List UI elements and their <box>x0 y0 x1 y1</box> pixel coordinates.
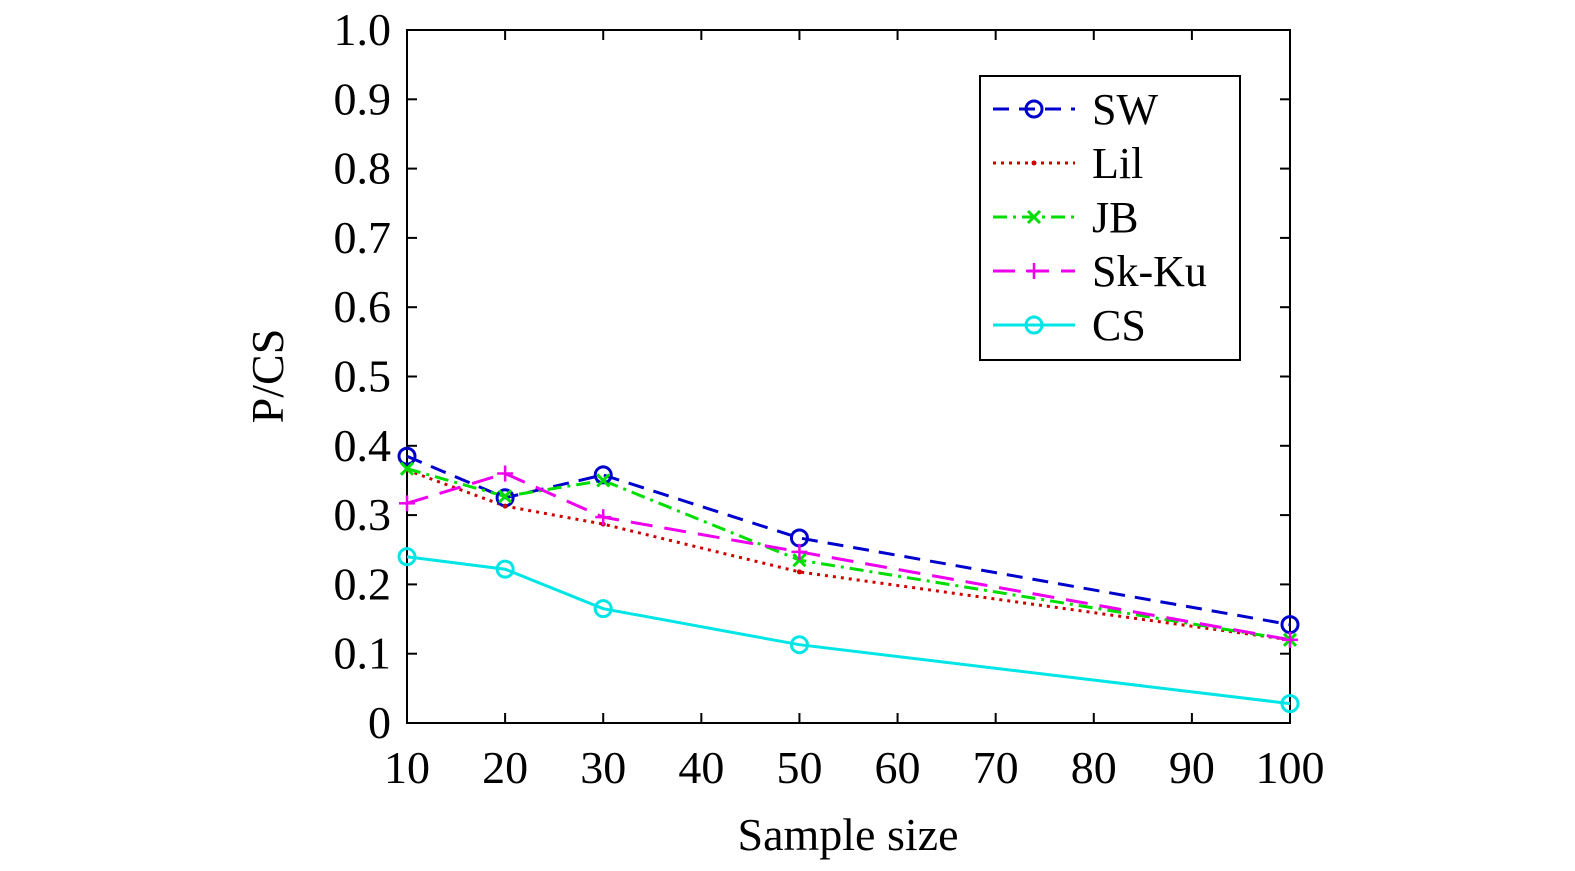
legend-label-jb: JB <box>1092 193 1138 242</box>
point-sk-ku-50 <box>791 543 808 560</box>
point-sk-ku-30 <box>595 509 612 526</box>
point-sk-ku-20 <box>497 465 514 482</box>
x-tick-label-2: 30 <box>580 742 626 793</box>
y-tick-label-10: 1.0 <box>334 4 392 55</box>
y-tick-label-5: 0.5 <box>334 351 392 402</box>
x-tick-label-4: 50 <box>776 742 822 793</box>
legend-items: SW Lil JB Sk-Ku CS <box>993 85 1207 350</box>
point-cs-10 <box>397 547 417 567</box>
y-tick-label-2: 0.2 <box>334 558 392 609</box>
legend-label-sw: SW <box>1092 85 1158 134</box>
x-tick-label-8: 90 <box>1169 742 1215 793</box>
y-tick-label-8: 0.8 <box>334 143 392 194</box>
point-jb-30 <box>596 473 611 488</box>
legend-marker-sk-ku <box>1026 263 1042 279</box>
x-tick-label-5: 60 <box>875 742 921 793</box>
x-tick-label-3: 40 <box>678 742 724 793</box>
y-tick-label-7: 0.7 <box>334 212 392 263</box>
point-sk-ku-100 <box>1282 631 1298 648</box>
series-line-sw <box>406 454 1291 627</box>
point-cs-20 <box>495 559 515 579</box>
y-tick-label-6: 0.6 <box>334 281 392 332</box>
legend-marker-lil <box>1031 160 1037 166</box>
y-tick-label-3: 0.3 <box>334 489 392 540</box>
x-tick-label-0: 10 <box>384 742 430 793</box>
point-cs-50 <box>789 635 809 655</box>
point-cs-30 <box>593 599 613 619</box>
point-lil-20 <box>502 503 508 509</box>
point-cs-100 <box>1280 694 1300 714</box>
legend-marker-sw <box>1024 99 1044 119</box>
point-jb-20 <box>498 489 513 504</box>
point-sw-30 <box>593 465 613 485</box>
y-tick-label-0: 0 <box>368 697 391 748</box>
legend-marker-cs <box>1024 315 1044 335</box>
point-sk-ku-10 <box>399 495 415 512</box>
tick-labels: 10 20 30 40 50 60 70 80 90 100 0 0.1 0.2 0.3 0.4 0.5 0.6… <box>334 4 1325 793</box>
point-sw-10 <box>397 446 417 466</box>
series-markers <box>397 446 1300 714</box>
legend-label-sk-ku: Sk-Ku <box>1092 247 1207 296</box>
y-tick-label-4: 0.4 <box>334 420 392 471</box>
legend: SW Lil JB Sk-Ku CS <box>979 75 1241 361</box>
x-tick-label-7: 80 <box>1071 742 1117 793</box>
x-tick-label-9: 100 <box>1256 742 1325 793</box>
point-jb-10 <box>399 461 415 476</box>
y-tick-label-9: 0.9 <box>334 73 392 124</box>
y-tick-label-1: 0.1 <box>334 628 392 679</box>
y-axis-label: P/CS <box>242 329 293 424</box>
series-line-jb <box>406 467 1291 642</box>
axis-ticks <box>406 29 1291 724</box>
legend-label-lil: Lil <box>1092 139 1143 188</box>
legend-marker-jb <box>1026 209 1042 225</box>
x-tick-label-6: 70 <box>973 742 1019 793</box>
point-jb-50 <box>792 553 807 568</box>
x-tick-label-1: 20 <box>482 742 528 793</box>
legend-label-cs: CS <box>1092 301 1146 350</box>
x-axis-label: Sample size <box>738 809 959 860</box>
point-lil-50 <box>796 569 802 575</box>
series-line-cs <box>406 555 1291 706</box>
